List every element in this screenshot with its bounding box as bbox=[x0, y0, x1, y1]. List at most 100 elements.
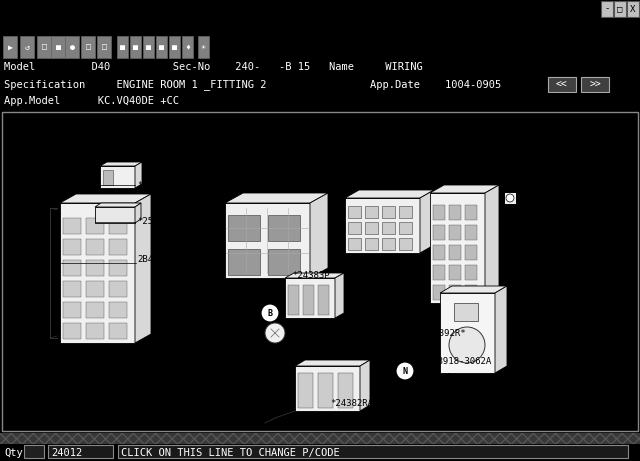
Polygon shape bbox=[285, 273, 344, 278]
Bar bbox=[348, 222, 361, 234]
Text: Model         D40          Sec-No    240-   -B 15   Name     WIRING: Model D40 Sec-No 240- -B 15 Name WIRING bbox=[4, 63, 423, 72]
Text: -: - bbox=[604, 5, 610, 13]
Polygon shape bbox=[60, 194, 151, 203]
Text: *25465M: *25465M bbox=[137, 218, 175, 226]
Bar bbox=[169, 36, 180, 58]
Text: 24012: 24012 bbox=[51, 448, 83, 458]
Text: B: B bbox=[268, 308, 273, 318]
Bar bbox=[86, 323, 104, 339]
Bar bbox=[109, 239, 127, 255]
Text: 24382U: 24382U bbox=[345, 134, 377, 142]
Bar bbox=[0, 433, 640, 443]
Bar bbox=[86, 260, 104, 276]
Bar bbox=[465, 285, 477, 300]
Bar bbox=[48, 444, 113, 458]
Bar bbox=[109, 302, 127, 318]
Bar bbox=[20, 36, 34, 58]
Text: X: X bbox=[630, 5, 636, 13]
Polygon shape bbox=[60, 203, 135, 343]
Bar bbox=[63, 260, 81, 276]
Text: ↺: ↺ bbox=[24, 42, 29, 52]
Polygon shape bbox=[420, 190, 434, 253]
Bar bbox=[86, 302, 104, 318]
Bar bbox=[303, 285, 314, 315]
Polygon shape bbox=[440, 293, 495, 373]
Polygon shape bbox=[225, 193, 328, 203]
Bar bbox=[3, 36, 17, 58]
Text: Specification     ENGINE ROOM 1 _FITTING 2: Specification ENGINE ROOM 1 _FITTING 2 bbox=[4, 79, 266, 90]
Bar bbox=[365, 206, 378, 218]
Text: NFA025  ILLUSTRATION: NFA025 ILLUSTRATION bbox=[4, 4, 129, 14]
Bar bbox=[118, 444, 628, 458]
Bar bbox=[399, 222, 412, 234]
Bar bbox=[63, 218, 81, 234]
Text: 24382W: 24382W bbox=[228, 147, 260, 155]
Polygon shape bbox=[345, 190, 434, 198]
Polygon shape bbox=[430, 185, 499, 193]
Bar bbox=[268, 215, 300, 241]
Circle shape bbox=[396, 362, 414, 380]
Bar bbox=[348, 206, 361, 218]
Text: 2B4B8: 2B4B8 bbox=[137, 254, 164, 264]
Text: <<: << bbox=[556, 79, 568, 89]
Bar bbox=[117, 36, 128, 58]
Bar bbox=[382, 222, 395, 234]
Bar bbox=[338, 373, 353, 408]
Text: □: □ bbox=[102, 42, 106, 52]
Text: ■: ■ bbox=[120, 42, 125, 52]
Polygon shape bbox=[485, 185, 499, 303]
Text: R2400092: R2400092 bbox=[583, 415, 630, 425]
Bar bbox=[601, 1, 613, 17]
Polygon shape bbox=[285, 278, 335, 318]
Bar bbox=[449, 205, 461, 220]
Polygon shape bbox=[225, 203, 310, 278]
Text: App.Date    1004-0905: App.Date 1004-0905 bbox=[370, 79, 501, 89]
Polygon shape bbox=[135, 194, 151, 343]
Text: 24391*: 24391* bbox=[517, 207, 549, 215]
Text: □: □ bbox=[86, 42, 90, 52]
Polygon shape bbox=[100, 166, 135, 188]
Bar bbox=[103, 170, 113, 185]
Text: App.Model      KC.VQ40DE +CC: App.Model KC.VQ40DE +CC bbox=[4, 96, 179, 106]
Bar bbox=[228, 215, 260, 241]
Polygon shape bbox=[345, 198, 420, 253]
Bar bbox=[449, 285, 461, 300]
Bar bbox=[63, 302, 81, 318]
Polygon shape bbox=[135, 162, 142, 188]
Bar bbox=[86, 239, 104, 255]
Polygon shape bbox=[360, 360, 370, 411]
Bar bbox=[433, 245, 445, 260]
Bar bbox=[156, 36, 167, 58]
Text: (B)08146-6162G: (B)08146-6162G bbox=[210, 296, 285, 305]
Bar bbox=[449, 265, 461, 280]
Polygon shape bbox=[95, 203, 141, 207]
Polygon shape bbox=[310, 193, 328, 278]
Bar bbox=[109, 323, 127, 339]
Bar bbox=[382, 238, 395, 250]
Bar bbox=[433, 205, 445, 220]
Circle shape bbox=[449, 327, 485, 363]
Text: ▶: ▶ bbox=[8, 42, 13, 52]
Bar bbox=[433, 285, 445, 300]
Bar bbox=[109, 281, 127, 297]
Polygon shape bbox=[95, 207, 135, 223]
Bar bbox=[109, 218, 127, 234]
Bar bbox=[86, 218, 104, 234]
Bar bbox=[581, 77, 609, 92]
Bar bbox=[143, 36, 154, 58]
Circle shape bbox=[265, 323, 285, 343]
Bar bbox=[465, 205, 477, 220]
Bar bbox=[348, 238, 361, 250]
Bar bbox=[382, 206, 395, 218]
Bar bbox=[433, 265, 445, 280]
Text: Qty: Qty bbox=[4, 448, 23, 458]
Text: ( 2): ( 2) bbox=[230, 312, 252, 320]
Text: *24382RA*: *24382RA* bbox=[330, 398, 378, 408]
Bar bbox=[449, 245, 461, 260]
Text: >>: >> bbox=[589, 79, 601, 89]
Bar bbox=[298, 373, 313, 408]
Bar bbox=[399, 238, 412, 250]
Text: 24392R*: 24392R* bbox=[428, 329, 466, 337]
Text: ■: ■ bbox=[159, 42, 164, 52]
Polygon shape bbox=[135, 203, 141, 223]
